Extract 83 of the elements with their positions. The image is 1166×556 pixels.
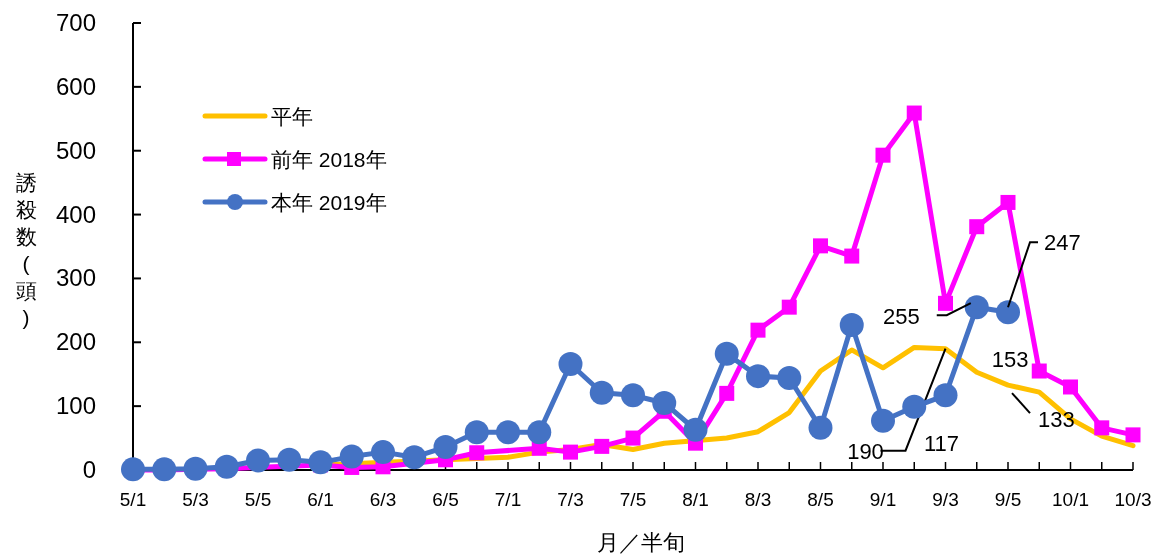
- x-tick-label: 7/5: [619, 489, 647, 510]
- x-tick-label: 8/3: [744, 489, 772, 510]
- y-axis-title: 誘殺数(頭): [15, 171, 37, 329]
- point: [1031, 363, 1047, 379]
- point: [558, 352, 583, 376]
- point: [1125, 427, 1141, 443]
- point: [339, 444, 364, 469]
- x-tick-label: 9/5: [994, 489, 1022, 510]
- point: [938, 295, 953, 311]
- x-tick-label: 7/3: [557, 489, 584, 510]
- point: [844, 248, 860, 264]
- x-tick-label: 10/3: [1114, 489, 1152, 510]
- point: [621, 383, 645, 408]
- data-label: 190: [847, 438, 884, 464]
- point: [1063, 379, 1078, 395]
- point: [563, 444, 578, 460]
- data-label: 153: [991, 347, 1029, 373]
- y-tick-label: 300: [55, 264, 96, 292]
- x-tick-label: 8/5: [807, 489, 834, 510]
- x-tick-label: 5/1: [119, 489, 147, 510]
- y-tick-label: 200: [55, 328, 96, 356]
- data-label: 247: [1044, 230, 1081, 256]
- y-tick-label: 400: [55, 200, 96, 228]
- point: [777, 366, 802, 391]
- x-tick-label: 7/1: [494, 489, 522, 510]
- point: [871, 408, 895, 433]
- point: [719, 385, 735, 401]
- point: [246, 448, 270, 473]
- point: [714, 341, 739, 366]
- point: [746, 364, 770, 389]
- legend-label: 前年 2018年: [271, 148, 387, 171]
- point: [277, 447, 302, 472]
- point: [308, 450, 333, 475]
- point: [652, 390, 677, 415]
- point: [625, 430, 641, 446]
- point: [906, 105, 922, 121]
- x-tick-label: 9/3: [932, 489, 959, 510]
- point: [433, 435, 458, 460]
- point: [469, 445, 485, 461]
- point: [996, 300, 1020, 325]
- x-tick-label: 10/1: [1052, 489, 1089, 510]
- point: [813, 238, 828, 254]
- x-tick-label: 6/1: [307, 489, 334, 510]
- point: [594, 438, 610, 454]
- y-tick-label: 700: [55, 9, 96, 36]
- point: [875, 147, 891, 163]
- point: [183, 456, 208, 481]
- x-tick-label: 8/1: [682, 489, 709, 510]
- y-tick-label: 100: [55, 392, 96, 420]
- point: [1000, 194, 1016, 210]
- point: [214, 454, 239, 479]
- point: [969, 219, 985, 235]
- x-tick-label: 9/1: [869, 489, 897, 510]
- point: [902, 394, 927, 419]
- data-label: 255: [883, 304, 920, 330]
- point: [496, 420, 520, 445]
- point: [683, 417, 708, 442]
- point: [402, 445, 427, 470]
- y-tick-label: 0: [82, 456, 96, 483]
- point: [808, 415, 833, 440]
- data-label: 133: [1038, 407, 1075, 433]
- point: [527, 420, 552, 445]
- point: [464, 420, 489, 445]
- point: [839, 313, 864, 338]
- point: [933, 383, 958, 408]
- point: [750, 322, 766, 338]
- point: [121, 457, 145, 482]
- point: [589, 380, 614, 405]
- data-label: 117: [923, 431, 960, 457]
- y-tick-label: 500: [55, 136, 96, 164]
- point: [1094, 420, 1110, 436]
- point: [781, 299, 797, 315]
- legend-label: 平年: [271, 105, 313, 128]
- point: [371, 440, 395, 465]
- x-tick-label: 6/3: [369, 489, 397, 510]
- legend-label: 本年 2019年: [271, 191, 387, 214]
- x-tick-label: 5/3: [182, 489, 209, 510]
- x-tick-label: 5/5: [244, 489, 272, 510]
- point: [964, 295, 989, 320]
- y-tick-label: 600: [55, 72, 96, 100]
- point: [152, 457, 177, 482]
- x-tick-label: 6/5: [432, 489, 459, 510]
- x-axis-title: 月／半旬: [597, 530, 685, 555]
